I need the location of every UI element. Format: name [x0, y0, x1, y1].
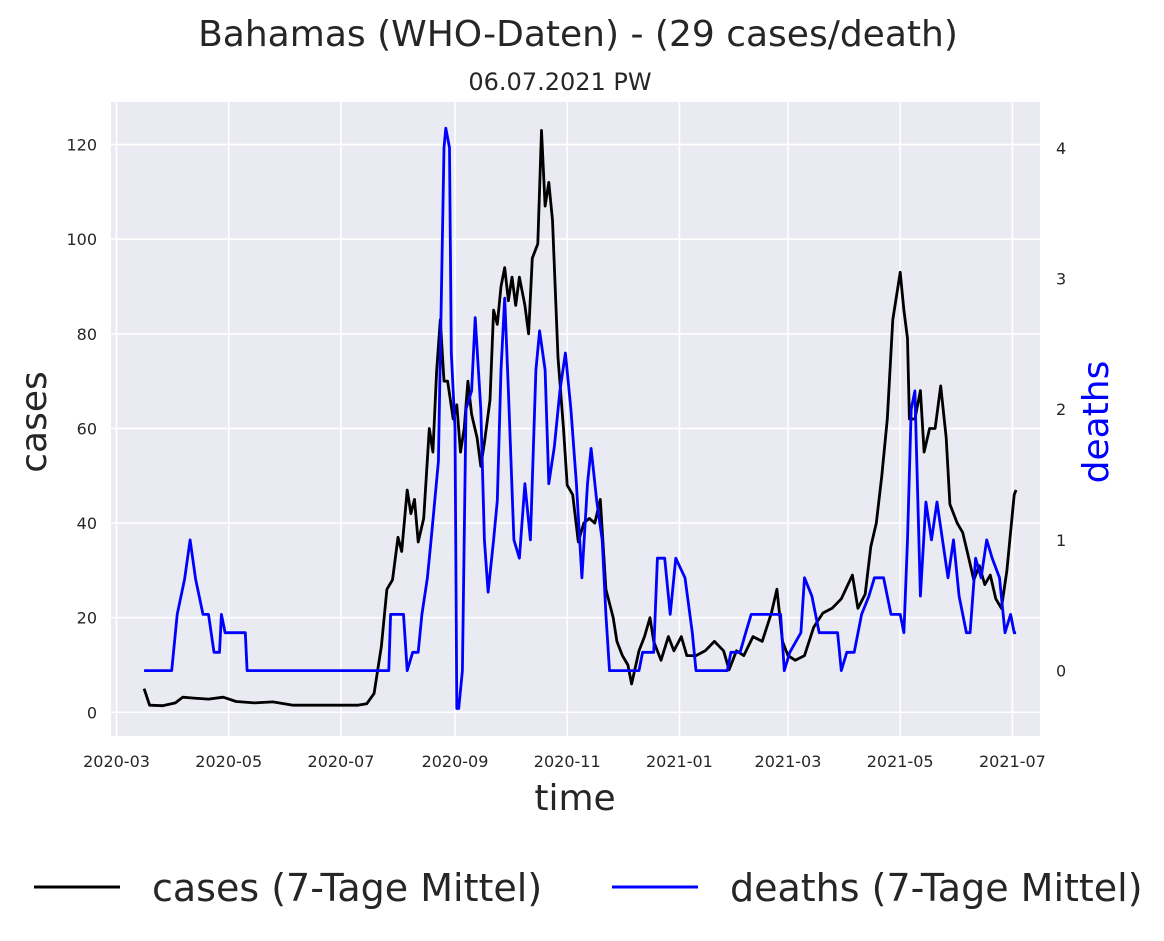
- data-lines: [142, 126, 1018, 710]
- left-tick-label: 80: [77, 325, 97, 344]
- right-axis-label: deaths: [1076, 361, 1117, 484]
- x-tick-label: 2021-07: [979, 752, 1046, 771]
- grid-lines: [111, 102, 1040, 736]
- right-tick-label: 2: [1056, 400, 1066, 419]
- right-tick-label: 3: [1056, 269, 1066, 288]
- chart-title: Bahamas (WHO-Daten) - (29 cases/death): [198, 14, 958, 55]
- right-tick-label: 4: [1056, 139, 1066, 158]
- plot-area: [111, 102, 1040, 736]
- left-tick-label: 40: [77, 514, 97, 533]
- x-tick-label: 2020-09: [422, 752, 489, 771]
- left-axis-label: cases: [14, 371, 55, 473]
- left-axis-ticks: 0 20 40 60 80 100 120: [66, 136, 97, 723]
- x-tick-label: 2020-11: [534, 752, 601, 771]
- right-axis-ticks: 0 1 2 3 4: [1056, 139, 1066, 681]
- legend-label-deaths: deaths (7-Tage Mittel): [730, 866, 1143, 910]
- x-tick-label: 2021-01: [646, 752, 713, 771]
- x-tick-label: 2020-05: [195, 752, 262, 771]
- left-tick-label: 60: [77, 419, 97, 438]
- legend: cases (7-Tage Mittel) deaths (7-Tage Mit…: [34, 866, 1143, 910]
- series-line-deaths: [144, 126, 1017, 710]
- left-tick-label: 100: [66, 230, 97, 249]
- right-tick-label: 1: [1056, 531, 1066, 550]
- right-tick-label: 0: [1056, 662, 1066, 681]
- left-tick-label: 120: [66, 136, 97, 155]
- chart-subtitle: 06.07.2021 PW: [468, 68, 651, 96]
- x-tick-label: 2020-07: [308, 752, 375, 771]
- left-tick-label: 0: [87, 703, 97, 722]
- legend-label-cases: cases (7-Tage Mittel): [152, 866, 542, 910]
- x-tick-label: 2020-03: [83, 752, 150, 771]
- x-tick-label: 2021-05: [867, 752, 934, 771]
- x-axis-ticks: 2020-03 2020-05 2020-07 2020-09 2020-11 2021-…: [83, 752, 1046, 771]
- x-axis-label: time: [534, 778, 615, 819]
- x-tick-label: 2021-03: [755, 752, 822, 771]
- left-tick-label: 20: [77, 609, 97, 628]
